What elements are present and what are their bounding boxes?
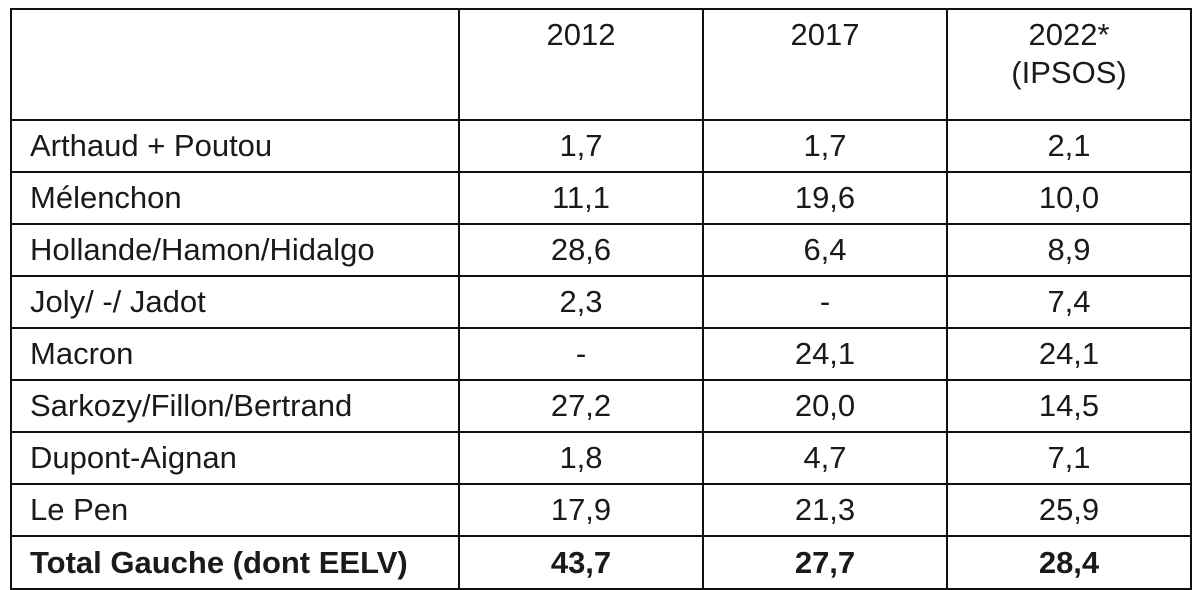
total-row: Total Gauche (dont EELV) 43,7 27,7 28,4 xyxy=(10,535,1192,590)
score-2017: 21,3 xyxy=(702,483,948,537)
candidate-name: Arthaud + Poutou xyxy=(10,119,460,173)
candidate-name: Dupont-Aignan xyxy=(10,431,460,485)
score-2017: 6,4 xyxy=(702,223,948,277)
score-2012: 17,9 xyxy=(458,483,704,537)
candidate-name: Mélenchon xyxy=(10,171,460,225)
score-2022: 8,9 xyxy=(946,223,1192,277)
score-2017: 20,0 xyxy=(702,379,948,433)
table-row: Sarkozy/Fillon/Bertrand 27,2 20,0 14,5 xyxy=(10,379,1192,433)
table-header-row: 2012 2017 2022* (IPSOS) xyxy=(10,8,1192,121)
score-2017: 4,7 xyxy=(702,431,948,485)
score-2017: 19,6 xyxy=(702,171,948,225)
table-row: Hollande/Hamon/Hidalgo 28,6 6,4 8,9 xyxy=(10,223,1192,277)
candidate-name: Macron xyxy=(10,327,460,381)
score-2012: 1,8 xyxy=(458,431,704,485)
score-2012: 11,1 xyxy=(458,171,704,225)
score-2012: - xyxy=(458,327,704,381)
candidate-name: Le Pen xyxy=(10,483,460,537)
score-2017: 24,1 xyxy=(702,327,948,381)
score-2012: 2,3 xyxy=(458,275,704,329)
score-2022: 7,4 xyxy=(946,275,1192,329)
score-2022: 24,1 xyxy=(946,327,1192,381)
table-row: Le Pen 17,9 21,3 25,9 xyxy=(10,483,1192,537)
score-2022: 2,1 xyxy=(946,119,1192,173)
header-year-2017: 2017 xyxy=(702,8,948,121)
score-2022: 7,1 xyxy=(946,431,1192,485)
score-2017: 1,7 xyxy=(702,119,948,173)
header-year-label: 2017 xyxy=(790,17,860,52)
table-row: Dupont-Aignan 1,8 4,7 7,1 xyxy=(10,431,1192,485)
results-table: 2012 2017 2022* (IPSOS) Arthaud + Poutou… xyxy=(10,8,1192,590)
candidate-name: Sarkozy/Fillon/Bertrand xyxy=(10,379,460,433)
table-row: Arthaud + Poutou 1,7 1,7 2,1 xyxy=(10,119,1192,173)
score-2012: 28,6 xyxy=(458,223,704,277)
header-year-2022: 2022* (IPSOS) xyxy=(946,8,1192,121)
table-row: Macron - 24,1 24,1 xyxy=(10,327,1192,381)
candidate-name: Hollande/Hamon/Hidalgo xyxy=(10,223,460,277)
total-label: Total Gauche (dont EELV) xyxy=(10,535,460,590)
score-2022: 25,9 xyxy=(946,483,1192,537)
header-year-2012: 2012 xyxy=(458,8,704,121)
table-row: Mélenchon 11,1 19,6 10,0 xyxy=(10,171,1192,225)
candidate-name: Joly/ -/ Jadot xyxy=(10,275,460,329)
table-row: Joly/ -/ Jadot 2,3 - 7,4 xyxy=(10,275,1192,329)
total-2017: 27,7 xyxy=(702,535,948,590)
score-2012: 27,2 xyxy=(458,379,704,433)
header-year-sublabel: (IPSOS) xyxy=(1011,55,1127,90)
score-2022: 10,0 xyxy=(946,171,1192,225)
header-corner-cell xyxy=(10,8,460,121)
score-2022: 14,5 xyxy=(946,379,1192,433)
header-year-label: 2012 xyxy=(546,17,616,52)
score-2012: 1,7 xyxy=(458,119,704,173)
header-year-label: 2022* xyxy=(1028,17,1110,52)
total-2022: 28,4 xyxy=(946,535,1192,590)
total-2012: 43,7 xyxy=(458,535,704,590)
score-2017: - xyxy=(702,275,948,329)
